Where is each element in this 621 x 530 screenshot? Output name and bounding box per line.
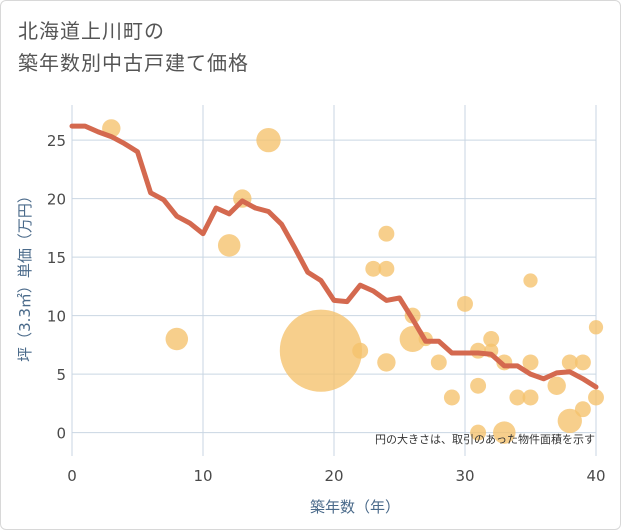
bubble-series bbox=[102, 119, 604, 444]
average-price-line bbox=[69, 123, 599, 390]
bubble-point bbox=[522, 389, 539, 406]
x-axis-title: 築年数（年） bbox=[310, 498, 400, 516]
chart-title-line2: 築年数別中古戸建て価格 bbox=[18, 51, 249, 75]
bubble-point bbox=[279, 309, 363, 392]
bubble-point bbox=[378, 260, 395, 277]
bubble-point bbox=[523, 273, 538, 288]
x-tick-label: 10 bbox=[193, 467, 212, 485]
x-tick-label: 30 bbox=[455, 467, 474, 485]
y-tick-label: 0 bbox=[56, 425, 66, 443]
bubble-point bbox=[217, 234, 241, 257]
bubble-point bbox=[547, 376, 566, 395]
bubble-point bbox=[509, 389, 526, 406]
bubble-point bbox=[378, 225, 395, 242]
bubble-point bbox=[443, 389, 460, 406]
bubble-point bbox=[561, 354, 578, 371]
x-tick-label: 20 bbox=[324, 467, 343, 485]
bubble-point bbox=[470, 377, 487, 394]
bubble-point bbox=[588, 320, 604, 335]
bubble-point bbox=[457, 295, 473, 312]
bubble-point bbox=[365, 260, 382, 277]
bubble-point bbox=[256, 127, 281, 153]
y-tick-label: 15 bbox=[47, 249, 66, 267]
bubble-point bbox=[483, 331, 500, 347]
bubble-point bbox=[557, 408, 582, 434]
bubble-point bbox=[165, 327, 189, 351]
y-axis-title: 坪（3.3㎡）単価（万円） bbox=[16, 188, 34, 362]
bubble-point bbox=[470, 424, 487, 441]
trend-line-series bbox=[69, 123, 599, 390]
grid bbox=[71, 105, 597, 456]
bubble-point bbox=[574, 401, 591, 418]
bubble-point bbox=[522, 354, 539, 371]
x-tick-label: 0 bbox=[67, 467, 77, 485]
size-note: 円の大きさは、取引のあった物件面積を示す bbox=[375, 432, 595, 446]
chart-title-line1: 北海道上川町の bbox=[18, 19, 165, 43]
bubble-point bbox=[588, 389, 604, 406]
y-tick-label: 5 bbox=[56, 366, 66, 384]
bubble-point bbox=[352, 342, 369, 359]
bubble-point bbox=[574, 354, 591, 371]
x-tick-label: 40 bbox=[586, 467, 605, 485]
y-tick-label: 25 bbox=[47, 132, 66, 150]
x-tick-labels: 0 10 20 30 40 bbox=[67, 467, 605, 485]
chart-title: 北海道上川町の 築年数別中古戸建て価格 bbox=[18, 15, 249, 79]
y-tick-label: 20 bbox=[47, 191, 66, 209]
bubble-point bbox=[377, 353, 396, 372]
y-tick-labels: 0 5 10 15 20 25 bbox=[47, 132, 66, 443]
y-tick-label: 10 bbox=[47, 308, 66, 326]
bubble-point bbox=[493, 421, 516, 444]
bubble-point bbox=[430, 354, 447, 371]
